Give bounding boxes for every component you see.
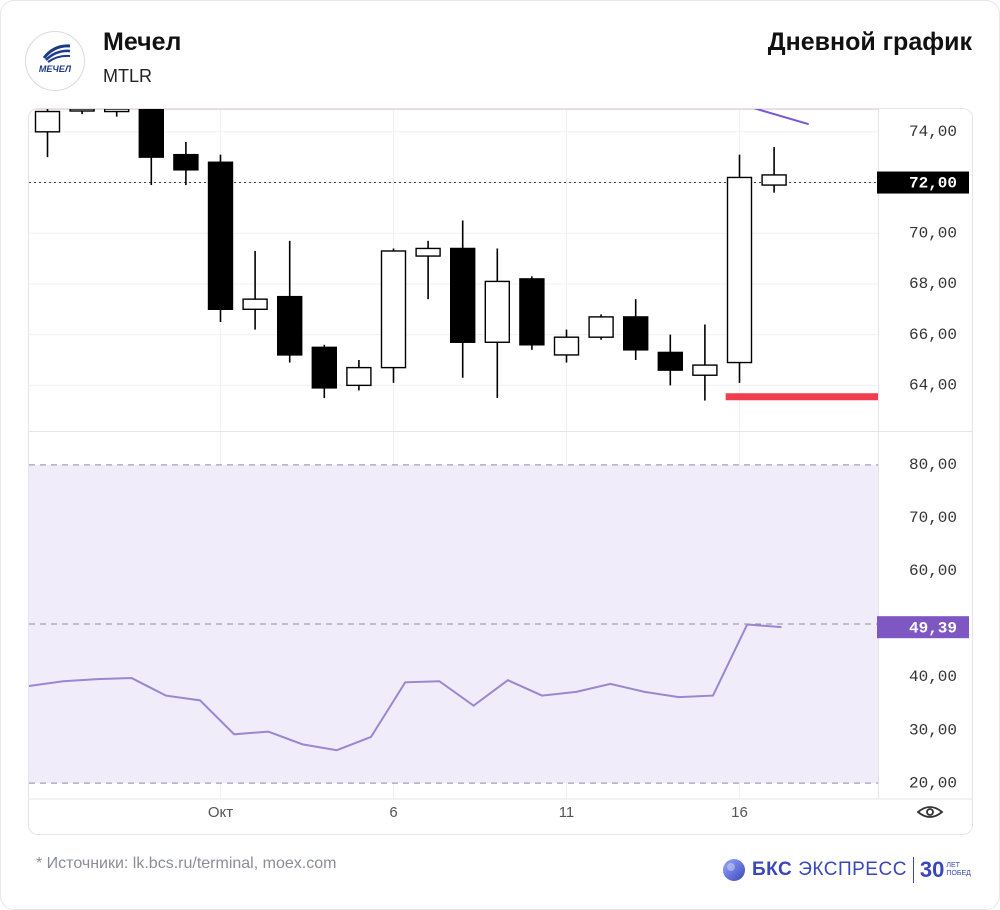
bcs-express-brand: БКС ЭКСПРЕСС 30 ЛЕТ ПОБЕД: [722, 855, 971, 885]
svg-text:МЕЧЕЛ: МЕЧЕЛ: [39, 64, 72, 74]
brand-separator: [912, 857, 914, 883]
rsi-tick-label: 80,00: [909, 456, 957, 474]
sources-note: * Источники: lk.bcs.ru/terminal, moex.co…: [36, 855, 337, 872]
chart-title: Дневной график: [767, 28, 972, 56]
moving-average-line: [753, 109, 809, 126]
time-tick-label: 6: [389, 804, 397, 821]
candle-down: [519, 278, 545, 346]
brand-30: 30: [919, 857, 945, 882]
candle-down: [138, 109, 165, 158]
time-tick-label: 11: [559, 804, 575, 821]
chart-frame: 74,0072,0070,0068,0066,0064,0072,0080,00…: [28, 108, 973, 835]
eye-icon-pupil: [926, 808, 934, 816]
eye-icon-outline: [916, 806, 944, 818]
candle-down: [311, 346, 337, 389]
candle-down: [657, 351, 683, 371]
candle-up: [34, 110, 61, 133]
chart-canvas: 74,0072,0070,0068,0066,0064,0072,0080,00…: [29, 109, 972, 821]
candle-up: [588, 316, 614, 338]
rsi-value-tag-text: 49,39: [909, 619, 957, 637]
candle-up: [484, 280, 510, 343]
company-name: Мечел: [103, 28, 182, 56]
candle-down: [276, 295, 303, 356]
candle-up: [415, 247, 441, 257]
candle-up: [761, 174, 787, 186]
brand-pobed: ПОБЕД: [946, 870, 971, 877]
price-tick-label: 70,00: [909, 224, 957, 242]
rsi-tick-label: 40,00: [909, 668, 957, 686]
brand-let: ЛЕТ: [946, 862, 960, 869]
candle-up: [103, 109, 130, 113]
price-tick-label: 68,00: [909, 275, 957, 293]
candle-up: [242, 298, 268, 310]
mechel-logo-graphic: МЕЧЕЛ: [39, 44, 72, 74]
rsi-value-tag: [877, 616, 969, 639]
rsi-tick-label: 20,00: [909, 774, 957, 792]
candle-down: [207, 161, 234, 310]
candle-down: [450, 247, 476, 343]
mechel-logo: МЕЧЕЛ: [25, 31, 85, 91]
candle-up: [692, 364, 718, 376]
rsi-tick-label: 60,00: [909, 562, 957, 580]
rsi-tick-label: 70,00: [909, 509, 957, 527]
eye-icon[interactable]: [916, 806, 944, 818]
candle-up: [726, 176, 753, 364]
current-price-tag-text: 72,00: [909, 175, 957, 193]
brand-bcs: БКС: [752, 859, 793, 880]
candle-down: [623, 316, 649, 351]
current-price-tag: [877, 171, 969, 194]
time-tick-label: Окт: [208, 804, 233, 821]
rsi-tick-label: 30,00: [909, 721, 957, 739]
time-tick-label: 16: [731, 804, 748, 821]
bcs-logo-icon: [723, 859, 745, 881]
candle-up: [69, 109, 95, 112]
price-tick-label: 64,00: [909, 377, 957, 395]
candle-up: [346, 366, 372, 387]
candle-up: [380, 250, 407, 369]
price-tick-label: 74,00: [909, 123, 957, 141]
candle-down: [173, 153, 199, 171]
brand-express: ЭКСПРЕСС: [798, 859, 907, 880]
price-tick-label: 66,00: [909, 326, 957, 344]
rsi-line: [29, 623, 782, 752]
candle-up: [553, 336, 580, 356]
ticker-symbol: MTLR: [103, 66, 152, 86]
